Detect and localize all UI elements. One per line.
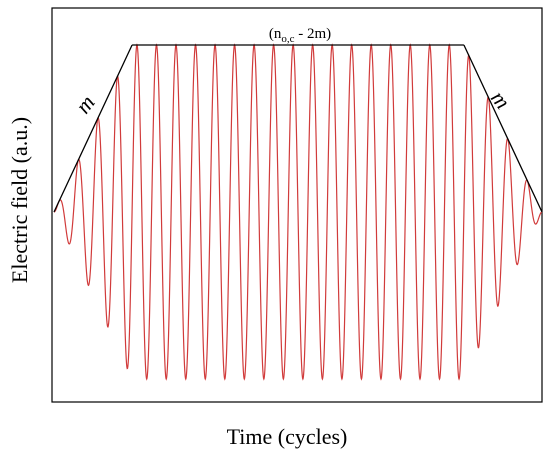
carrier-wave <box>53 43 543 381</box>
carrier-cycle-21 <box>443 43 465 381</box>
x-axis-label: Time (cycles) <box>227 424 348 449</box>
carrier-cycle-24 <box>502 137 524 266</box>
carrier-cycle-2 <box>72 158 94 287</box>
plot-frame <box>51 7 543 403</box>
envelope-ramp-down <box>463 44 543 213</box>
carrier-cycle-11 <box>248 43 270 381</box>
carrier-cycle-8 <box>190 43 211 381</box>
ramp-up-label: m <box>70 90 99 118</box>
plateau-label: (no,c - 2m) <box>269 26 331 45</box>
carrier-cycle-3 <box>92 117 114 328</box>
plateau-label-tail: - 2m) <box>294 26 331 42</box>
carrier-cycle-18 <box>385 43 406 381</box>
carrier-cycle-22 <box>463 54 485 349</box>
carrier-cycle-10 <box>229 43 250 381</box>
carrier-cycle-20 <box>424 43 445 381</box>
carrier-cycle-14 <box>307 43 328 381</box>
carrier-cycle-25 <box>521 179 543 225</box>
carrier-cycle-9 <box>209 43 231 381</box>
carrier-cycle-19 <box>404 43 426 381</box>
carrier-cycle-17 <box>365 43 387 381</box>
carrier-cycle-15 <box>326 43 348 381</box>
carrier-cycle-16 <box>346 43 367 381</box>
plateau-label-main: (n <box>269 26 282 42</box>
carrier-cycle-23 <box>482 96 504 307</box>
carrier-cycle-12 <box>268 43 289 381</box>
carrier-cycle-7 <box>170 43 192 381</box>
carrier-cycle-6 <box>151 43 172 381</box>
carrier-cycle-13 <box>287 43 309 381</box>
ramp-down-label: m <box>486 86 515 114</box>
envelope-ramp-up <box>53 44 133 213</box>
carrier-cycle-5 <box>131 43 153 381</box>
plateau-label-subscript: o,c <box>281 33 294 45</box>
carrier-cycle-4 <box>111 75 133 370</box>
y-axis-label: Electric field (a.u.) <box>7 117 32 283</box>
envelope <box>53 44 543 213</box>
